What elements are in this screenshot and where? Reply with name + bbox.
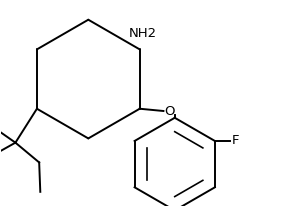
Text: O: O (164, 104, 174, 117)
Text: NH2: NH2 (128, 27, 156, 40)
Text: F: F (232, 134, 239, 148)
